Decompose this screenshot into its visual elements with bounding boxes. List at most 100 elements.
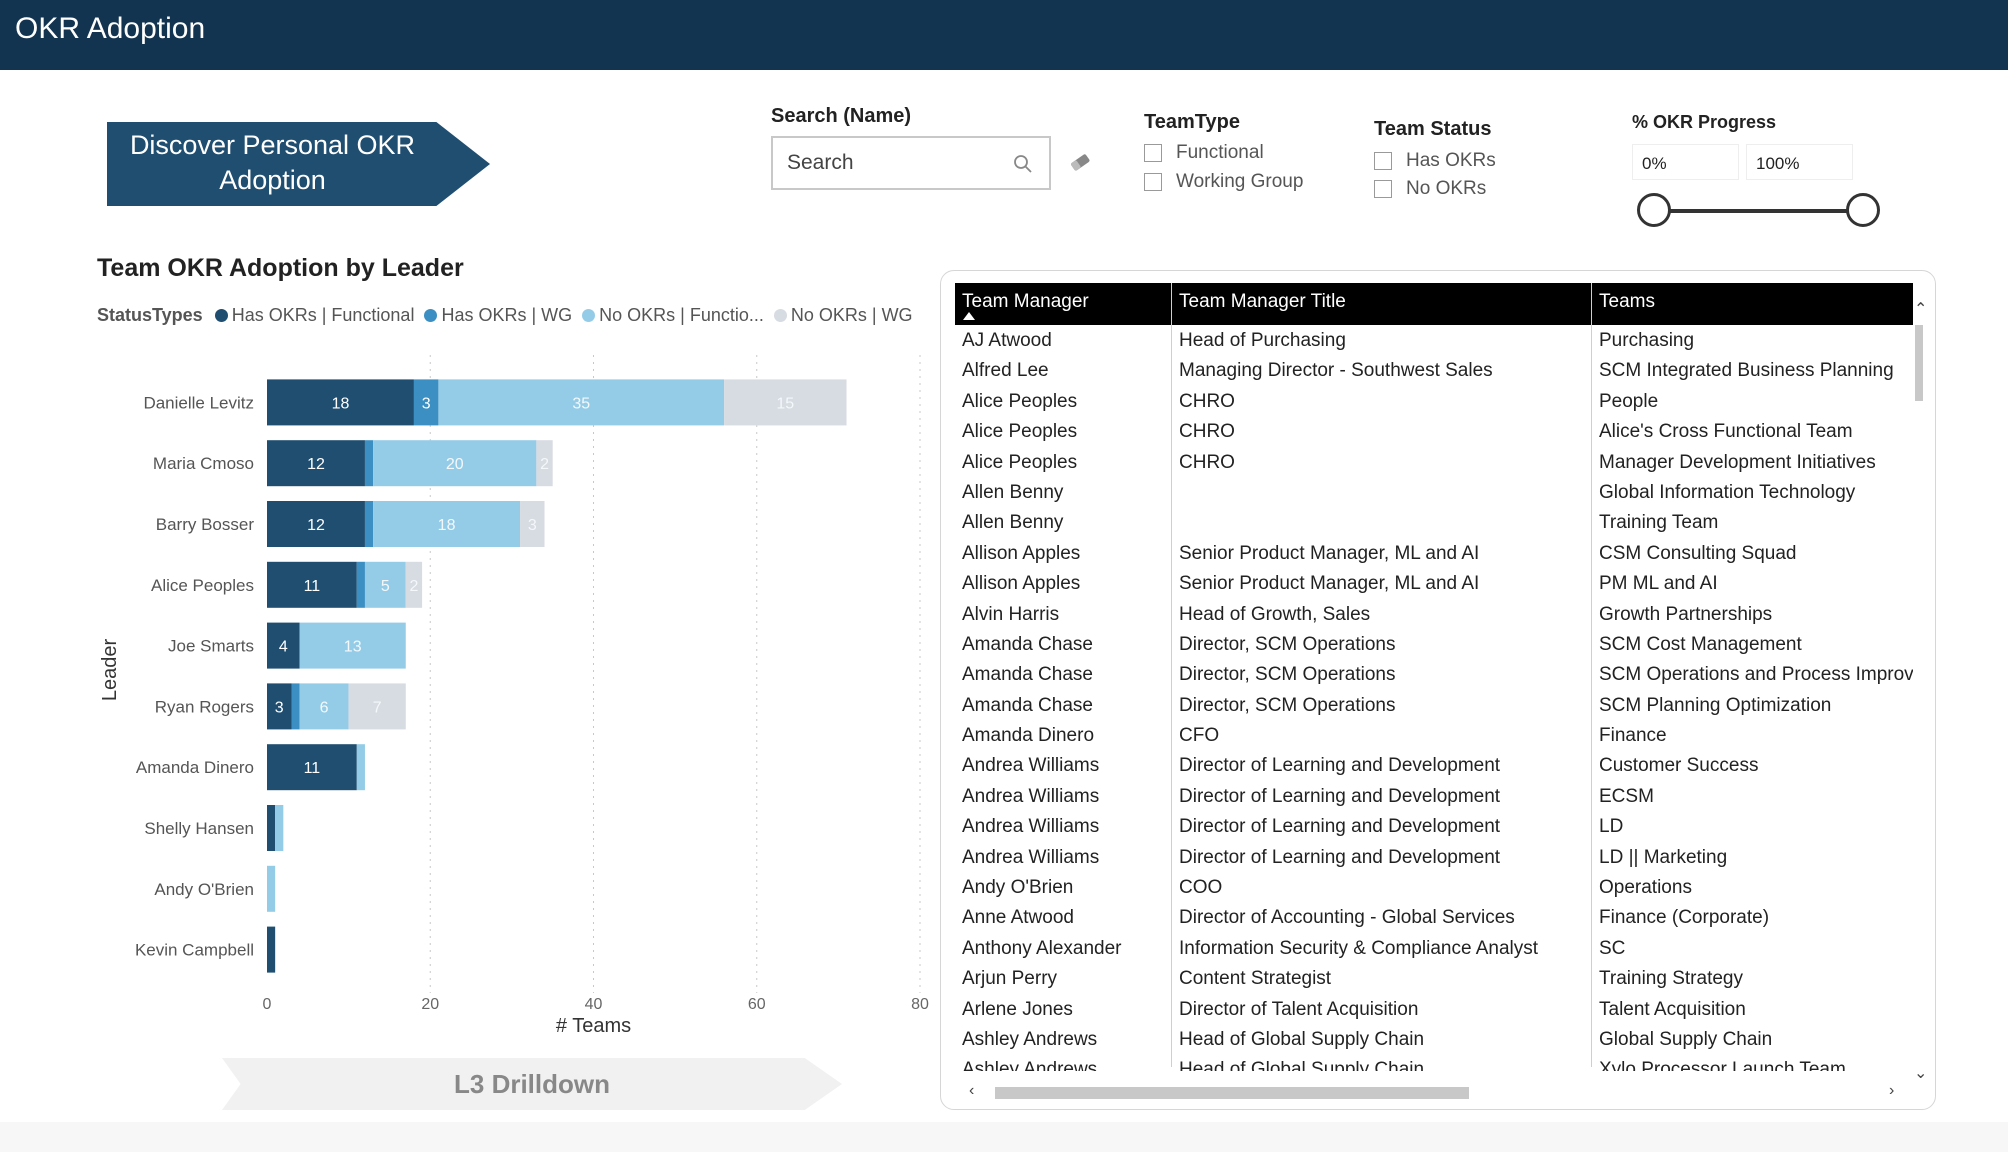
- table-cell: ECSM: [1599, 785, 1654, 807]
- table-row[interactable]: Anthony Alexander Information Security & …: [955, 933, 1913, 963]
- bar-segment[interactable]: [267, 805, 276, 851]
- table-row[interactable]: Amanda Chase Director, SCM Operations SCM …: [955, 659, 1913, 689]
- table-row[interactable]: Andrea Williams Director of Learning and …: [955, 750, 1913, 780]
- bar-segment[interactable]: [348, 683, 406, 730]
- table-row[interactable]: Amanda Chase Director, SCM Operations SCM …: [955, 629, 1913, 659]
- table-row[interactable]: Allison Apples Senior Product Manager, ML…: [955, 568, 1913, 598]
- team-status-no-okrs-checkbox[interactable]: No OKRs: [1374, 178, 1486, 200]
- table-row[interactable]: Andy O'Brien COO Operations: [955, 872, 1913, 902]
- table-row[interactable]: Alvin Harris Head of Growth, Sales Growth …: [955, 599, 1913, 629]
- table-row[interactable]: Andrea Williams Director of Learning and …: [955, 781, 1913, 811]
- scroll-left-icon[interactable]: ‹: [969, 1082, 975, 1099]
- vertical-scrollbar[interactable]: [1913, 325, 1923, 1069]
- table-row[interactable]: Ashley Andrews Head of Global Supply Chai…: [955, 1054, 1913, 1071]
- eraser-icon[interactable]: [1068, 150, 1092, 179]
- bar-segment[interactable]: [405, 561, 423, 608]
- table-cell: CHRO: [1179, 451, 1235, 473]
- legend-item[interactable]: No OKRs | Functio...: [582, 305, 764, 326]
- bar-segment[interactable]: [413, 379, 439, 426]
- legend-item[interactable]: Has OKRs | WG: [424, 305, 572, 326]
- okr-progress-min-handle[interactable]: [1637, 193, 1671, 227]
- bar-segment[interactable]: [364, 561, 406, 608]
- checkbox-box[interactable]: [1144, 173, 1162, 191]
- table-row[interactable]: Andrea Williams Director of Learning and …: [955, 811, 1913, 841]
- bar-data-label: 7: [373, 699, 382, 716]
- scroll-up-icon[interactable]: ⌃: [1914, 301, 1928, 318]
- x-tick-label: 60: [748, 996, 766, 1013]
- table-row[interactable]: Andrea Williams Director of Learning and …: [955, 842, 1913, 872]
- column-header-teams[interactable]: Teams: [1591, 283, 1913, 325]
- search-input[interactable]: [787, 150, 997, 176]
- horizontal-scrollbar[interactable]: [955, 1086, 1913, 1100]
- column-header-team-manager-title[interactable]: Team Manager Title: [1171, 283, 1591, 325]
- table-cell: Arjun Perry: [962, 968, 1058, 990]
- table-row[interactable]: Alice Peoples CHRO People: [955, 386, 1913, 416]
- table-cell: Head of Growth, Sales: [1179, 603, 1371, 625]
- bar-segment[interactable]: [520, 501, 545, 547]
- bar-segment[interactable]: [267, 926, 276, 973]
- bar-segment[interactable]: [373, 440, 537, 487]
- l3-drilldown-button[interactable]: L3 Drilldown: [222, 1058, 842, 1110]
- team-status-has-okrs-checkbox[interactable]: Has OKRs: [1374, 150, 1496, 172]
- table-cell: Director of Accounting - Global Services: [1179, 907, 1515, 929]
- legend-item[interactable]: No OKRs | WG: [773, 305, 913, 326]
- bar-segment[interactable]: [299, 683, 349, 730]
- table-row[interactable]: Ashley Andrews Head of Global Supply Chai…: [955, 1024, 1913, 1054]
- table-row[interactable]: Allen Benny Global Information Technology: [955, 477, 1913, 507]
- search-icon[interactable]: [1013, 154, 1033, 179]
- search-box[interactable]: [771, 136, 1051, 190]
- table-row[interactable]: Alice Peoples CHRO Manager Development Ini…: [955, 447, 1913, 477]
- bar-segment[interactable]: [724, 379, 847, 426]
- table-row[interactable]: Alfred Lee Managing Director - Southwest …: [955, 355, 1913, 385]
- table-row[interactable]: Anne Atwood Director of Accounting - Glob…: [955, 902, 1913, 932]
- bar-segment[interactable]: [356, 744, 365, 791]
- okr-progress-max-input[interactable]: 100%: [1746, 144, 1853, 180]
- bar-segment[interactable]: [373, 501, 521, 547]
- bar-segment[interactable]: [267, 440, 365, 487]
- table-row[interactable]: Alice Peoples CHRO Alice's Cross Functiona…: [955, 416, 1913, 446]
- okr-progress-max-handle[interactable]: [1846, 193, 1880, 227]
- bar-segment[interactable]: [275, 805, 284, 851]
- bar-segment[interactable]: [267, 744, 357, 791]
- bar-segment[interactable]: [356, 561, 365, 608]
- table-row[interactable]: Arlene Jones Director of Talent Acquisiti…: [955, 994, 1913, 1024]
- table-row[interactable]: Allison Apples Senior Product Manager, ML…: [955, 538, 1913, 568]
- okr-progress-min-input[interactable]: 0%: [1632, 144, 1739, 180]
- legend-item[interactable]: Has OKRs | Functional: [214, 305, 414, 326]
- bar-segment[interactable]: [267, 622, 300, 669]
- table-row[interactable]: Allen Benny Training Team: [955, 507, 1913, 537]
- bar-segment[interactable]: [267, 501, 365, 547]
- checkbox-box[interactable]: [1144, 144, 1162, 162]
- bar-segment[interactable]: [267, 379, 414, 426]
- column-header-team-manager[interactable]: Team Manager: [955, 283, 1171, 325]
- bar-segment[interactable]: [536, 440, 553, 487]
- table-cell: Director, SCM Operations: [1179, 694, 1396, 716]
- discover-personal-okr-button[interactable]: Discover Personal OKR Adoption: [107, 122, 490, 206]
- bar-segment[interactable]: [267, 683, 292, 730]
- teamtype-functional-checkbox[interactable]: Functional: [1144, 142, 1264, 164]
- bar-segment[interactable]: [291, 683, 300, 730]
- table-row[interactable]: AJ Atwood Head of Purchasing Purchasing: [955, 325, 1913, 355]
- bar-data-label: 4: [279, 639, 288, 656]
- bar-segment[interactable]: [267, 865, 276, 912]
- table-row[interactable]: Arjun Perry Content Strategist Training St…: [955, 963, 1913, 993]
- table-row[interactable]: Amanda Dinero CFO Finance: [955, 720, 1913, 750]
- checkbox-box[interactable]: [1374, 180, 1392, 198]
- scroll-down-icon[interactable]: ⌄: [1914, 1065, 1928, 1082]
- bar-segment[interactable]: [438, 379, 725, 426]
- table-cell: Amanda Dinero: [962, 725, 1095, 747]
- table-row[interactable]: Amanda Chase Director, SCM Operations SCM …: [955, 690, 1913, 720]
- bar-segment[interactable]: [267, 561, 357, 608]
- okr-progress-slider-track[interactable]: [1654, 209, 1864, 213]
- horizontal-scroll-thumb[interactable]: [995, 1087, 1469, 1099]
- checkbox-box[interactable]: [1374, 152, 1392, 170]
- teamtype-working-group-checkbox[interactable]: Working Group: [1144, 171, 1303, 193]
- table-header: Team Manager Team Manager Title Teams: [955, 283, 1913, 325]
- column-header-label: Teams: [1599, 291, 1655, 312]
- bar-segment[interactable]: [364, 440, 374, 487]
- bar-segment[interactable]: [299, 622, 406, 669]
- table-cell: Global Supply Chain: [1599, 1028, 1773, 1050]
- bar-segment[interactable]: [364, 501, 374, 547]
- scroll-right-icon[interactable]: ›: [1889, 1082, 1895, 1099]
- vertical-scroll-thumb[interactable]: [1915, 325, 1923, 401]
